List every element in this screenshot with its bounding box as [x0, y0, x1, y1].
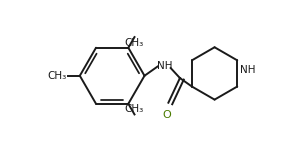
Text: NH: NH [157, 61, 172, 71]
Text: CH₃: CH₃ [125, 104, 144, 114]
Text: NH: NH [240, 65, 255, 75]
Text: CH₃: CH₃ [125, 38, 144, 48]
Text: O: O [162, 110, 171, 120]
Text: CH₃: CH₃ [47, 71, 67, 81]
